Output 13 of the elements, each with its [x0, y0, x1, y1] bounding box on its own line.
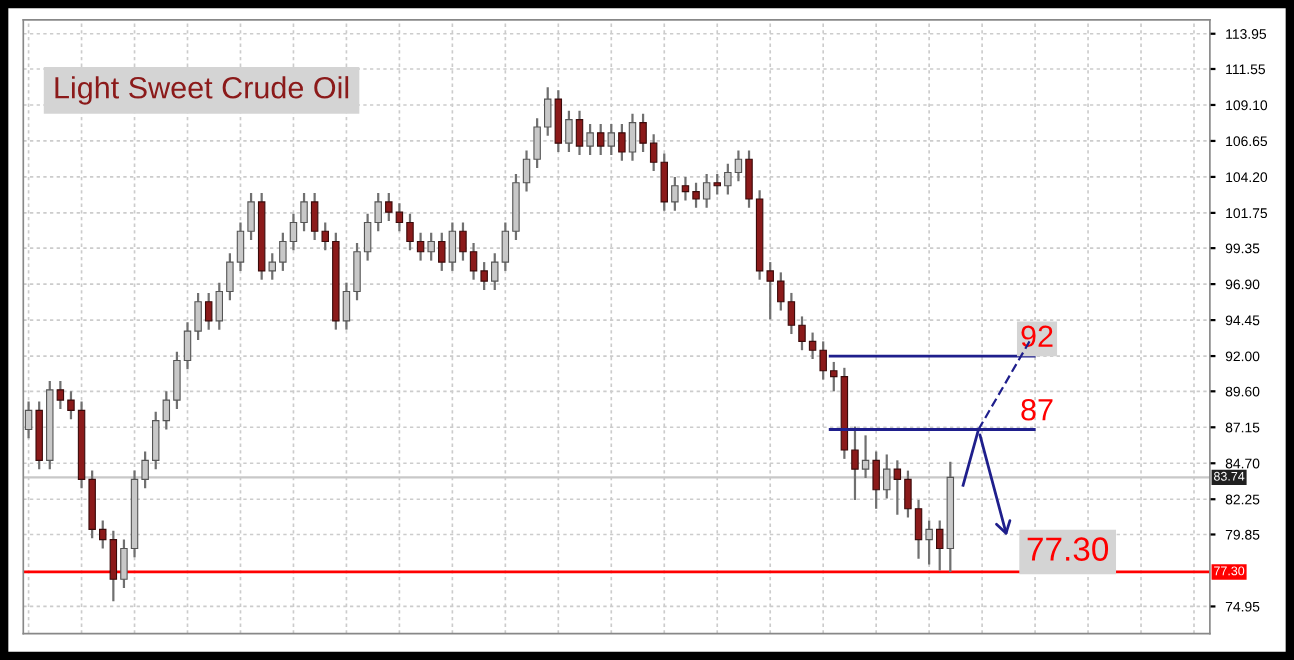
ref-line-label: 92	[1021, 325, 1053, 348]
candlestick	[204, 291, 213, 331]
annotation: 77.30	[1027, 537, 1109, 561]
candlestick	[713, 172, 721, 196]
candlestick	[438, 231, 446, 273]
ref-line-label: 87	[1021, 398, 1053, 421]
candlestick	[935, 519, 944, 572]
candlestick	[575, 109, 584, 156]
candlestick	[872, 450, 880, 510]
candlestick	[554, 89, 563, 154]
candlestick	[618, 122, 626, 162]
text: Light Sweet Crude Oil	[55, 76, 349, 105]
candlestick	[596, 122, 605, 156]
